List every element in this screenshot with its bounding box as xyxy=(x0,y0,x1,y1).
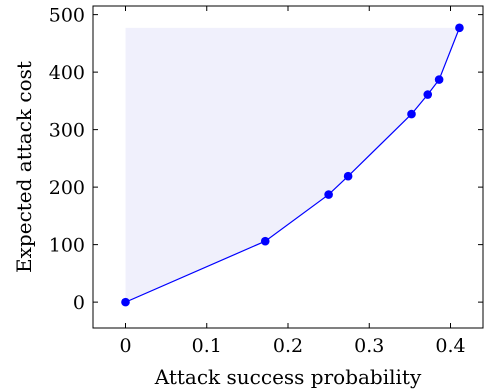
y-tick-label: 500 xyxy=(49,5,85,27)
y-axis-ticks: 0 100 200 300 400 500 xyxy=(49,5,483,314)
x-tick-label: 0.3 xyxy=(354,335,384,357)
data-point-0 xyxy=(121,297,130,307)
x-tick-label: 0.1 xyxy=(192,335,222,357)
data-point-3 xyxy=(343,171,353,181)
x-tick-label: 0.4 xyxy=(435,335,465,357)
y-tick-label: 400 xyxy=(49,62,85,84)
y-tick-label: 300 xyxy=(49,120,85,142)
y-tick-label: 0 xyxy=(73,292,85,314)
data-point-4 xyxy=(407,109,416,119)
data-point-5 xyxy=(423,90,433,99)
x-tick-label: 0.2 xyxy=(273,335,303,357)
data-point-7 xyxy=(455,23,464,33)
x-axis-ticks: 0 0.1 0.2 0.3 0.4 xyxy=(119,6,466,357)
data-point-1 xyxy=(260,236,270,246)
x-tick-label: 0 xyxy=(119,335,131,357)
data-point-6 xyxy=(434,75,444,84)
y-axis-title: Expected attack cost xyxy=(12,61,36,273)
feasible-region-fill xyxy=(125,27,460,303)
x-axis-title: Attack success probability xyxy=(154,365,422,389)
data-point-2 xyxy=(324,190,333,199)
y-tick-label: 200 xyxy=(49,177,85,199)
y-tick-label: 100 xyxy=(49,235,85,257)
data-points xyxy=(121,23,464,307)
